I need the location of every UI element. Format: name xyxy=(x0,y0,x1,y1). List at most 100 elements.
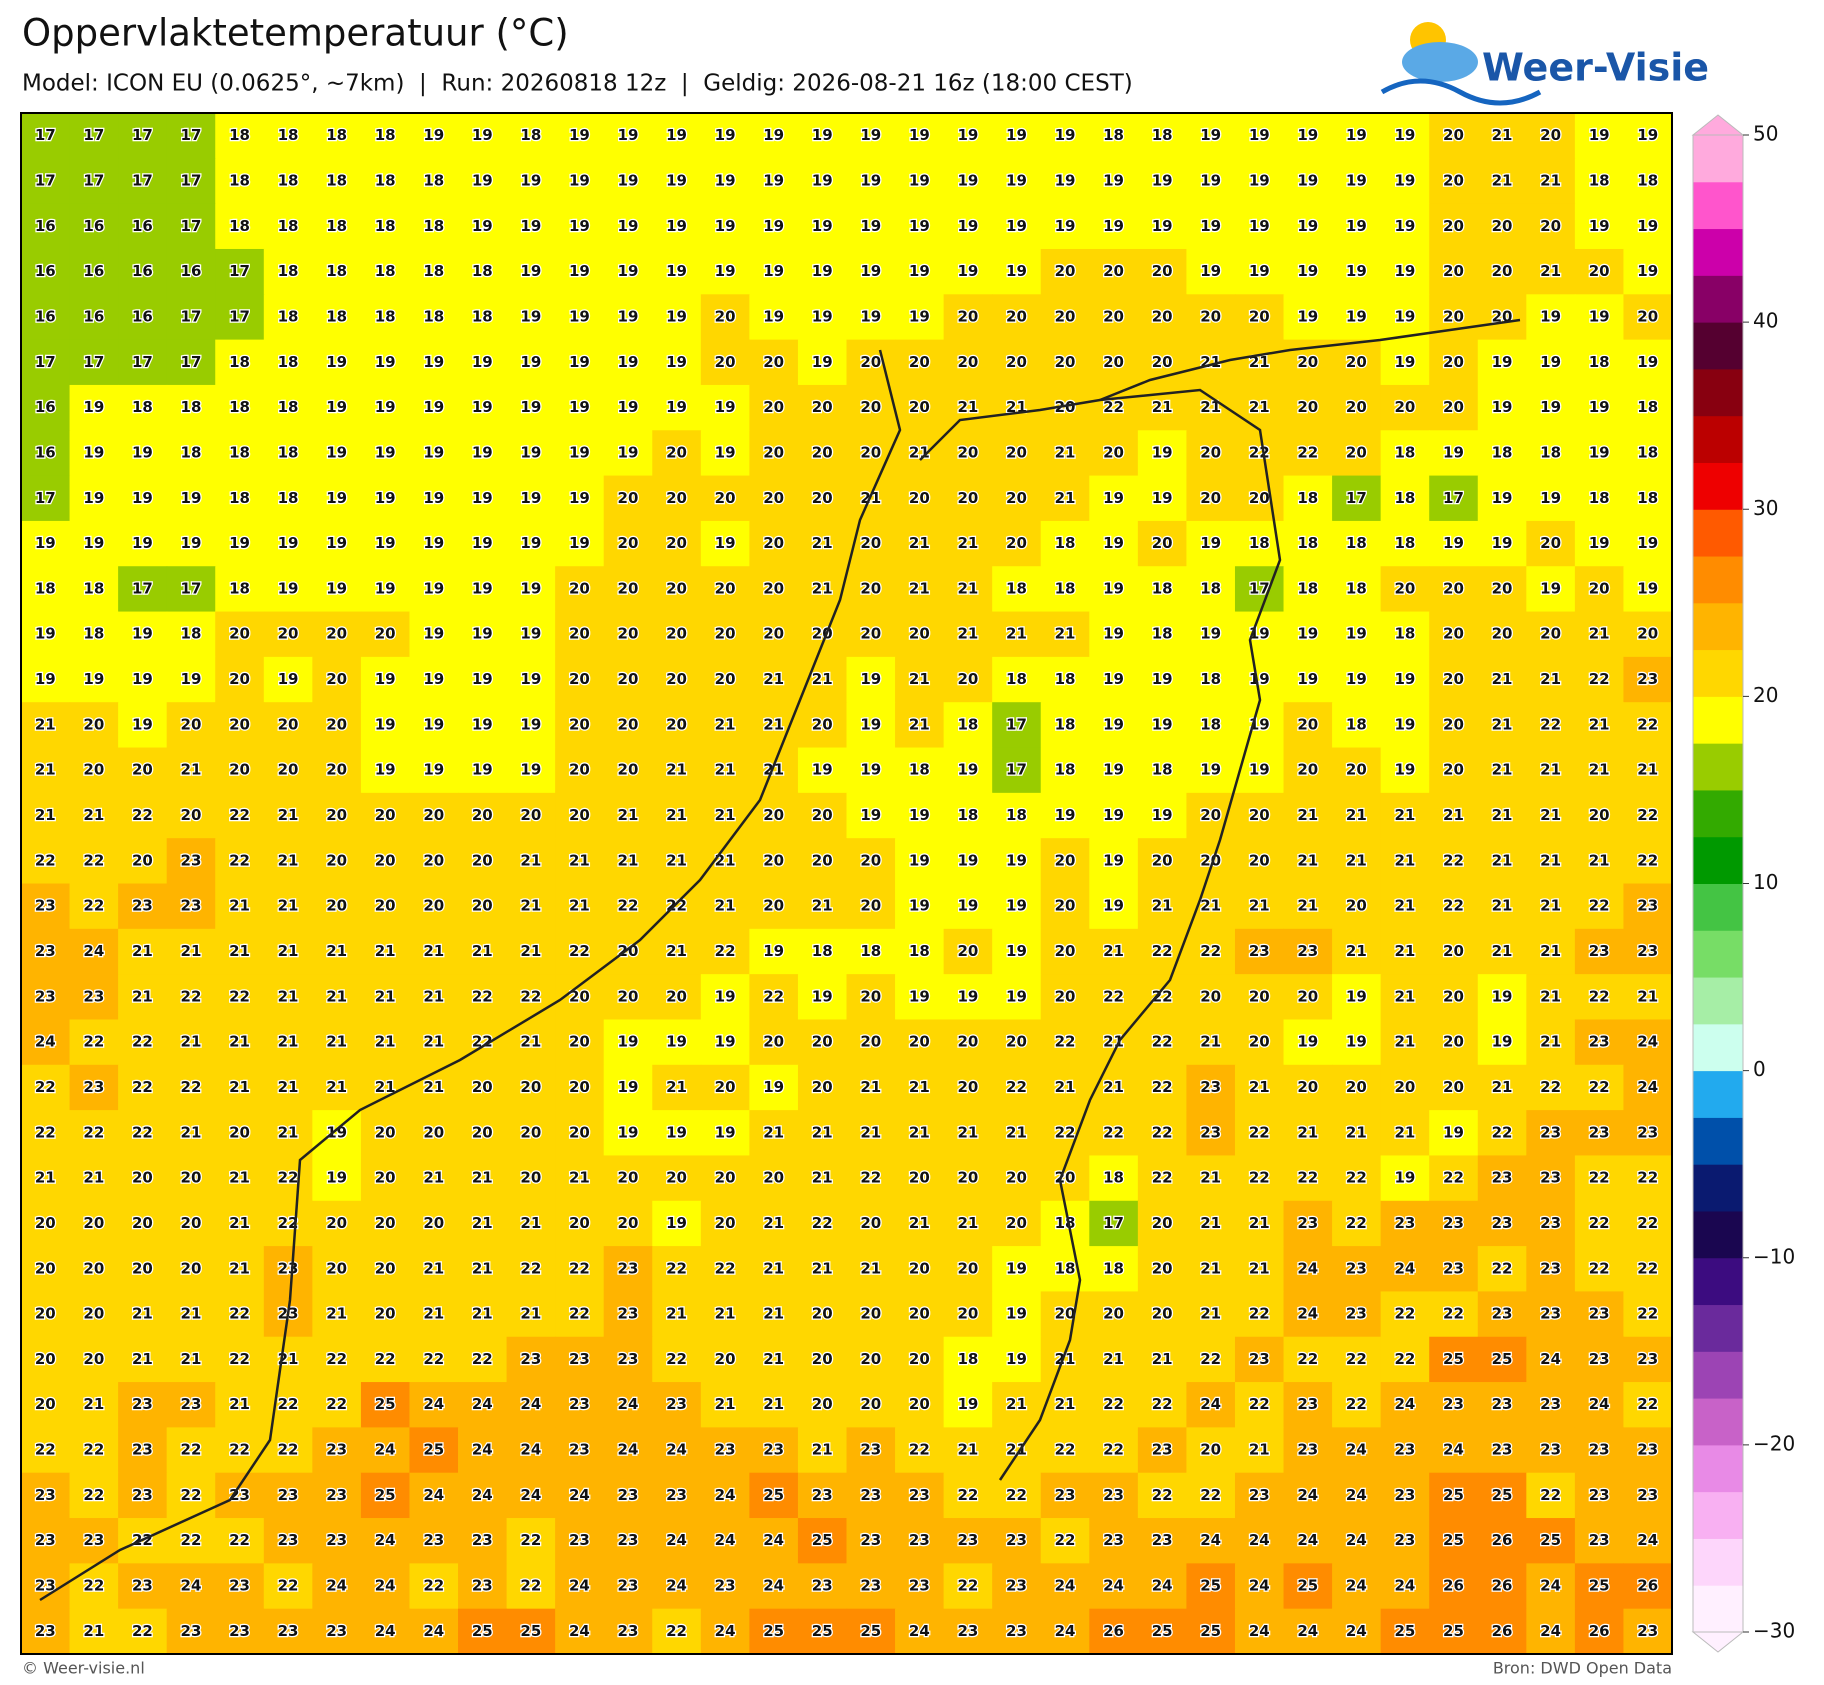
temperature-label: 20 xyxy=(860,625,881,643)
temperature-label: 22 xyxy=(278,1395,299,1413)
temperature-cell xyxy=(992,475,1042,522)
temperature-label: 20 xyxy=(1006,443,1027,461)
temperature-cell xyxy=(1040,1336,1090,1383)
temperature-label: 23 xyxy=(666,1395,687,1413)
temperature-label: 20 xyxy=(1152,1214,1173,1232)
temperature-cell xyxy=(506,248,556,295)
temperature-label: 20 xyxy=(763,489,784,507)
temperature-label: 20 xyxy=(83,715,104,733)
temperature-cell xyxy=(458,883,508,930)
temperature-cell xyxy=(69,1472,119,1519)
temperature-label: 21 xyxy=(1492,670,1513,688)
temperature-label: 20 xyxy=(1200,489,1221,507)
temperature-cell xyxy=(215,566,265,613)
temperature-cell xyxy=(409,1427,459,1474)
temperature-cell xyxy=(1186,974,1236,1021)
temperature-label: 24 xyxy=(1637,1531,1658,1549)
temperature-label: 19 xyxy=(326,489,347,507)
temperature-cell xyxy=(458,158,508,205)
temperature-cell xyxy=(506,1608,556,1655)
temperature-cell xyxy=(1332,1291,1382,1338)
temperature-cell xyxy=(555,294,605,341)
temperature-label: 18 xyxy=(1200,670,1221,688)
temperature-label: 20 xyxy=(763,353,784,371)
temperature-cell xyxy=(1623,248,1673,295)
temperature-cell xyxy=(1623,1608,1673,1655)
temperature-cell xyxy=(1186,1518,1236,1564)
temperature-cell xyxy=(409,1246,459,1293)
temperature-cell xyxy=(1380,1336,1430,1383)
logo-text: Weer-Visie xyxy=(1482,46,1709,90)
temperature-cell xyxy=(1380,702,1430,749)
colorbar-bin xyxy=(1693,509,1743,557)
temperature-label: 21 xyxy=(763,1395,784,1413)
temperature-cell xyxy=(1477,339,1527,386)
temperature-label: 20 xyxy=(909,1305,930,1323)
temperature-label: 22 xyxy=(229,1441,250,1459)
temperature-cell xyxy=(652,248,702,295)
temperature-label: 18 xyxy=(472,307,493,325)
temperature-label: 20 xyxy=(957,942,978,960)
temperature-cell xyxy=(409,611,459,658)
temperature-cell xyxy=(506,1155,556,1202)
temperature-cell xyxy=(603,1155,653,1202)
temperature-cell xyxy=(1040,611,1090,658)
temperature-cell xyxy=(1380,1382,1430,1428)
temperature-label: 22 xyxy=(1589,1169,1610,1187)
temperature-label: 19 xyxy=(1297,307,1318,325)
temperature-cell xyxy=(749,792,799,839)
temperature-cell xyxy=(797,520,848,567)
temperature-cell xyxy=(166,1110,216,1157)
temperature-cell xyxy=(166,1064,216,1111)
temperature-cell xyxy=(652,1200,702,1247)
temperature-label: 21 xyxy=(1297,806,1318,824)
temperature-cell xyxy=(992,1246,1042,1293)
temperature-cell xyxy=(1380,1155,1430,1202)
temperature-label: 20 xyxy=(278,625,299,643)
temperature-cell xyxy=(1332,611,1382,658)
temperature-label: 23 xyxy=(520,1350,541,1368)
temperature-cell xyxy=(1623,1246,1673,1293)
temperature-cell xyxy=(1040,702,1090,749)
temperature-cell xyxy=(797,1155,848,1202)
temperature-label: 19 xyxy=(715,1123,736,1141)
temperature-cell xyxy=(797,339,848,386)
temperature-cell xyxy=(1040,656,1090,703)
temperature-label: 18 xyxy=(278,262,299,280)
temperature-label: 19 xyxy=(181,670,202,688)
temperature-label: 23 xyxy=(1589,1033,1610,1051)
temperature-cell xyxy=(652,1110,702,1157)
temperature-label: 20 xyxy=(1297,761,1318,779)
temperature-label: 20 xyxy=(715,1169,736,1187)
temperature-cell xyxy=(1234,158,1285,205)
temperature-cell xyxy=(69,203,119,250)
temperature-label: 24 xyxy=(1637,1033,1658,1051)
temperature-cell xyxy=(506,294,556,341)
temperature-cell xyxy=(1526,838,1576,885)
temperature-label: 23 xyxy=(1055,1486,1076,1504)
temperature-cell xyxy=(312,1472,362,1519)
colorbar-bin xyxy=(1693,415,1743,463)
temperature-cell xyxy=(1623,1064,1673,1111)
temperature-cell xyxy=(69,974,119,1021)
temperature-label: 19 xyxy=(1540,307,1561,325)
temperature-label: 21 xyxy=(569,1169,590,1187)
temperature-cell xyxy=(1089,339,1139,386)
temperature-cell xyxy=(700,1472,750,1519)
temperature-cell xyxy=(166,1200,216,1247)
temperature-cell xyxy=(409,1382,459,1428)
temperature-label: 24 xyxy=(1200,1395,1221,1413)
temperature-label: 20 xyxy=(1055,262,1076,280)
temperature-cell xyxy=(1623,1472,1673,1519)
temperature-label: 23 xyxy=(1249,1486,1270,1504)
temperature-label: 21 xyxy=(181,1305,202,1323)
temperature-cell xyxy=(118,475,168,522)
temperature-cell xyxy=(1332,1110,1382,1157)
temperature-label: 25 xyxy=(375,1486,396,1504)
temperature-cell xyxy=(118,1019,168,1066)
temperature-cell xyxy=(118,1608,168,1655)
temperature-cell xyxy=(846,1019,896,1066)
temperature-cell xyxy=(1089,1110,1139,1157)
temperature-cell xyxy=(69,339,119,386)
temperature-label: 24 xyxy=(666,1577,687,1595)
